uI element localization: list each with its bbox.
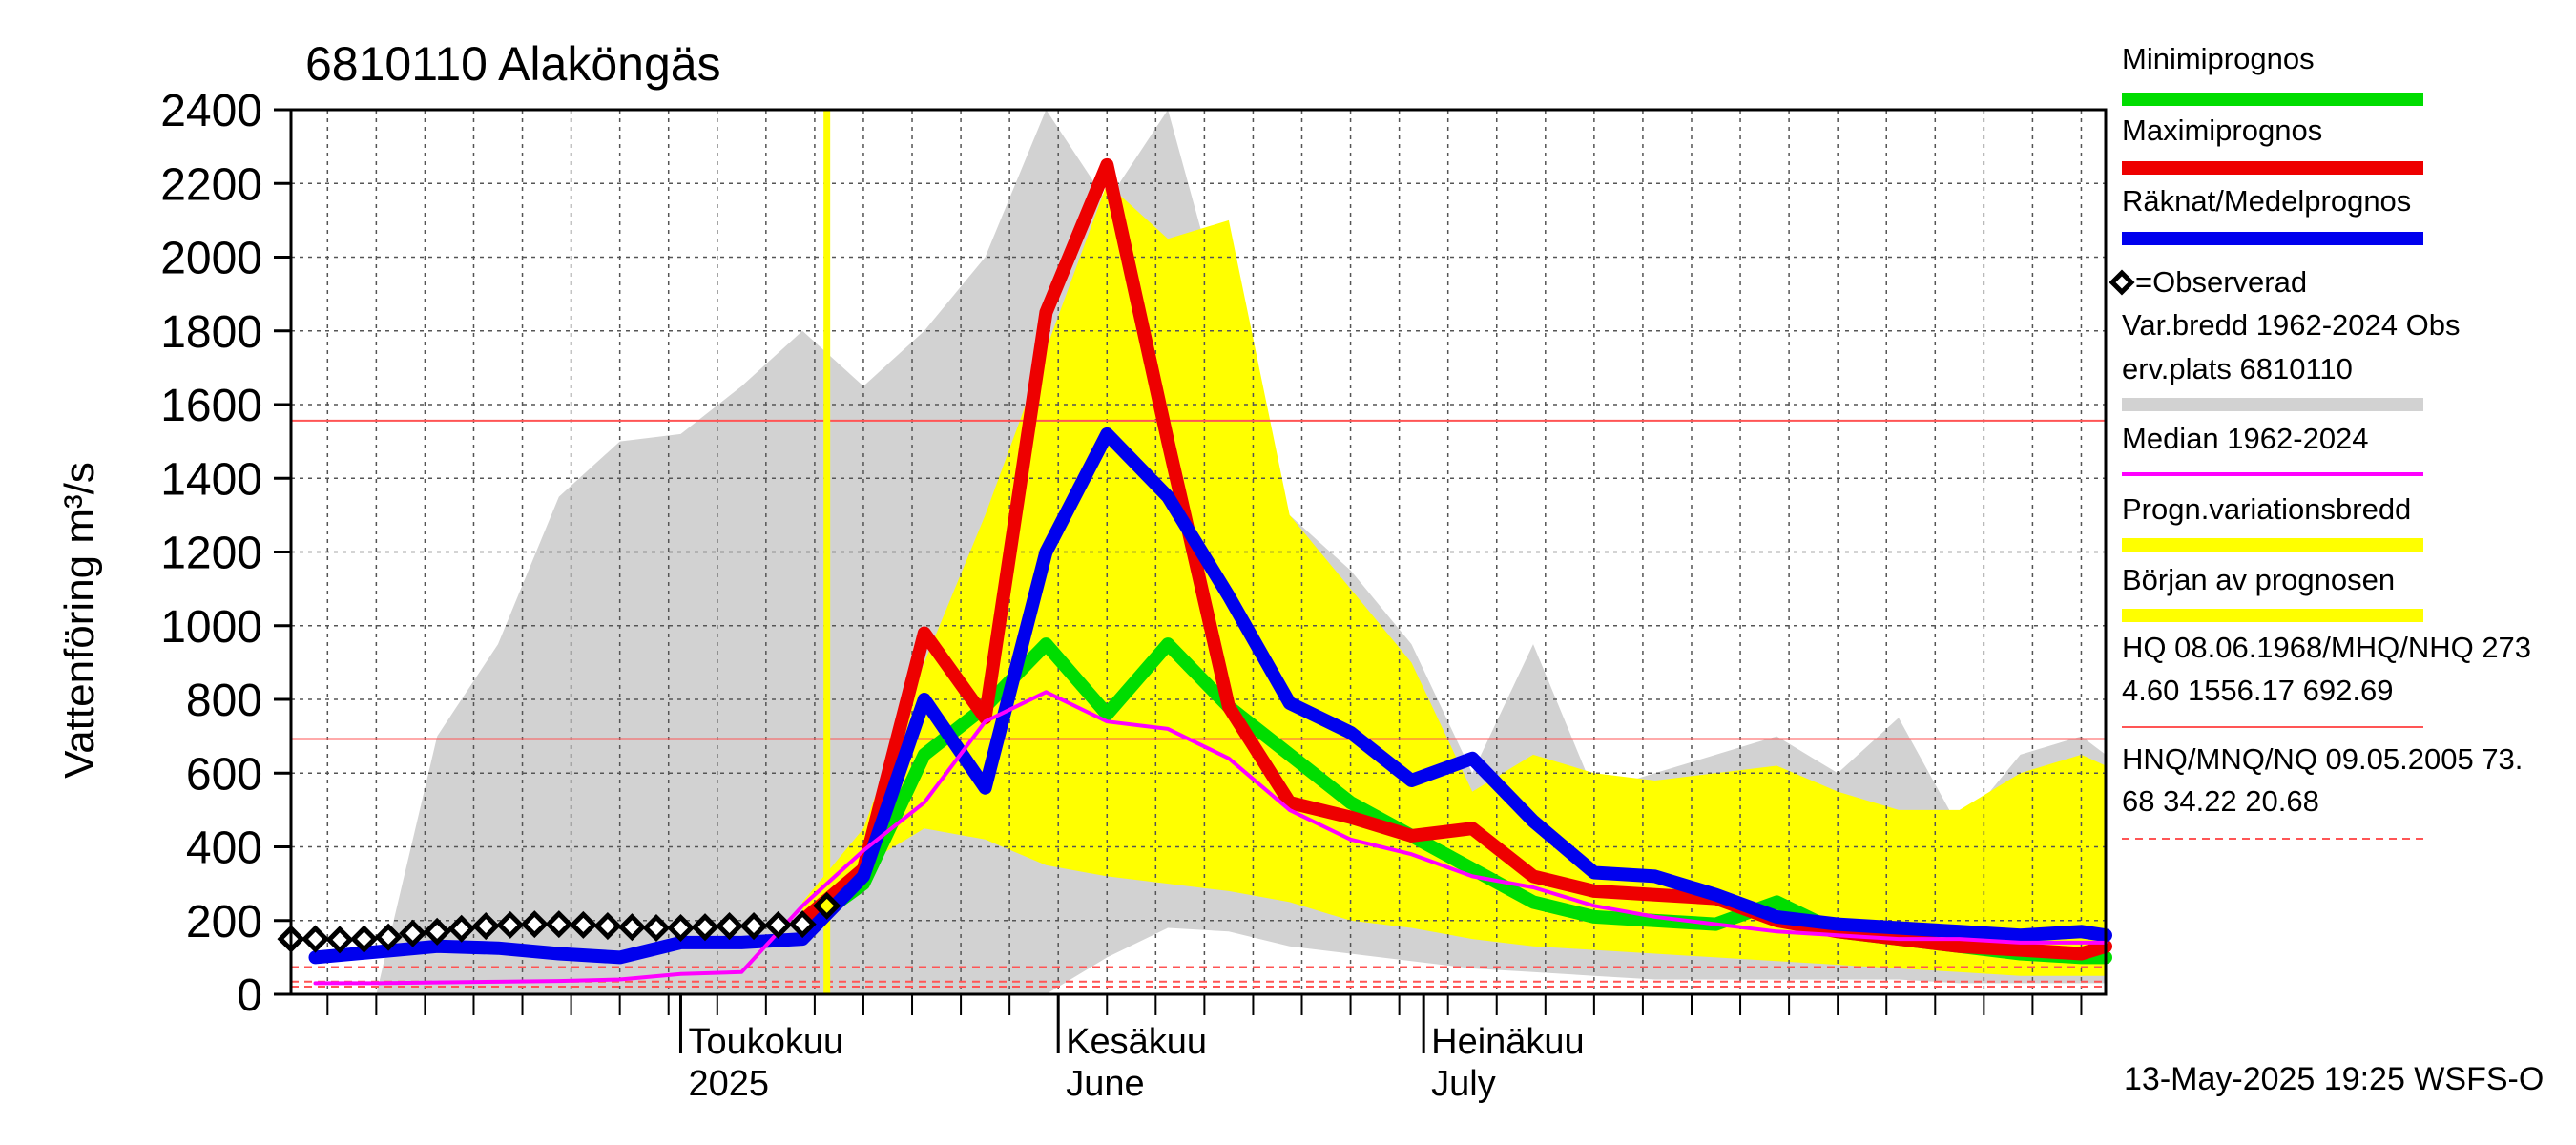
- legend-label2-8: 4.60 1556.17 692.69: [2122, 674, 2393, 707]
- observed-point-21: [788, 910, 817, 939]
- observed-point-14: [617, 913, 646, 942]
- observed-point-7: [447, 914, 476, 943]
- timestamp-label: 13-May-2025 19:25 WSFS-O: [2124, 1061, 2544, 1097]
- observed-point-12: [569, 910, 597, 939]
- observed-point-13: [593, 912, 622, 941]
- observed-point-3: [350, 925, 379, 953]
- y-tick-label-4: 800: [186, 676, 262, 726]
- observed-point-4: [374, 923, 403, 951]
- legend-label-6: Progn.variationsbredd: [2122, 492, 2411, 526]
- observed-markers: [277, 891, 841, 954]
- observed-point-8: [471, 912, 500, 941]
- legend-label2-4: erv.plats 6810110: [2122, 352, 2353, 385]
- series-line-1: [796, 157, 2112, 961]
- observed-point-1: [301, 925, 330, 953]
- y-tick-label-10: 2000: [160, 234, 262, 284]
- observed-point-16: [666, 913, 696, 943]
- legend-label-7: Början av prognosen: [2122, 563, 2395, 596]
- observed-point-2: [325, 926, 354, 954]
- y-tick-label-3: 600: [186, 749, 262, 800]
- observed-point-22: [813, 891, 841, 920]
- y-tick-label-0: 0: [237, 970, 262, 1021]
- y-tick-label-7: 1400: [160, 454, 262, 505]
- legend-label-3: =Observerad: [2135, 265, 2307, 299]
- legend-label-0: Minimiprognos: [2122, 42, 2315, 75]
- x-month-label-1: Kesäkuu: [1066, 1022, 1207, 1062]
- legend-label-9: HNQ/MNQ/NQ 09.05.2005 73.: [2122, 742, 2523, 776]
- x-month-sublabel-0: 2025: [688, 1064, 769, 1104]
- legend-observed-marker: [2109, 269, 2135, 296]
- y-tick-label-9: 1800: [160, 307, 262, 358]
- observed-point-15: [642, 913, 671, 943]
- observed-point-9: [496, 910, 525, 939]
- observed-point-18: [716, 912, 744, 941]
- x-month-sublabel-1: June: [1066, 1064, 1144, 1104]
- legend-label-8: HQ 08.06.1968/MHQ/NHQ 273: [2122, 631, 2531, 664]
- legend-label2-9: 68 34.22 20.68: [2122, 784, 2319, 818]
- observed-point-20: [764, 910, 793, 939]
- band-1: [802, 183, 2106, 976]
- y-tick-label-2: 400: [186, 823, 262, 874]
- reference-lines: [291, 419, 2106, 989]
- y-tick-label-11: 2200: [160, 159, 262, 210]
- y-tick-label-1: 200: [186, 897, 262, 947]
- chart-title: 6810110 Alaköngäs: [305, 37, 721, 91]
- observed-point-6: [423, 917, 451, 946]
- legend-label-4: Var.bredd 1962-2024 Obs: [2122, 308, 2460, 342]
- observed-point-19: [739, 912, 768, 941]
- x-month-sublabel-2: July: [1431, 1064, 1496, 1104]
- axes: 0 200 400 600 800 1000 1200 1400 1600 1800 2000 220…: [160, 86, 2108, 1104]
- y-tick-label-12: 2400: [160, 86, 262, 136]
- x-month-label-0: Toukokuu: [688, 1022, 843, 1062]
- legend-label-1: Maximiprognos: [2122, 114, 2322, 147]
- legend-label-2: Räknat/Medelprognos: [2122, 184, 2411, 218]
- series-line-3: [313, 690, 2108, 986]
- y-tick-label-5: 1000: [160, 602, 262, 653]
- observed-point-11: [545, 910, 573, 939]
- observed-point-5: [399, 919, 427, 947]
- observed-point-17: [691, 913, 719, 942]
- x-month-label-2: Heinäkuu: [1431, 1022, 1585, 1062]
- y-tick-label-6: 1200: [160, 529, 262, 579]
- series-line-2: [308, 427, 2112, 965]
- legend: Minimiprognos Maximiprognos Räknat/Medelpr…: [2109, 42, 2531, 840]
- y-axis-label: Vattenföring m³/s: [56, 462, 103, 779]
- legend-label-5: Median 1962-2024: [2122, 422, 2369, 455]
- series-lines: [308, 110, 2112, 994]
- observed-point-10: [520, 910, 549, 939]
- y-tick-label-8: 1600: [160, 381, 262, 431]
